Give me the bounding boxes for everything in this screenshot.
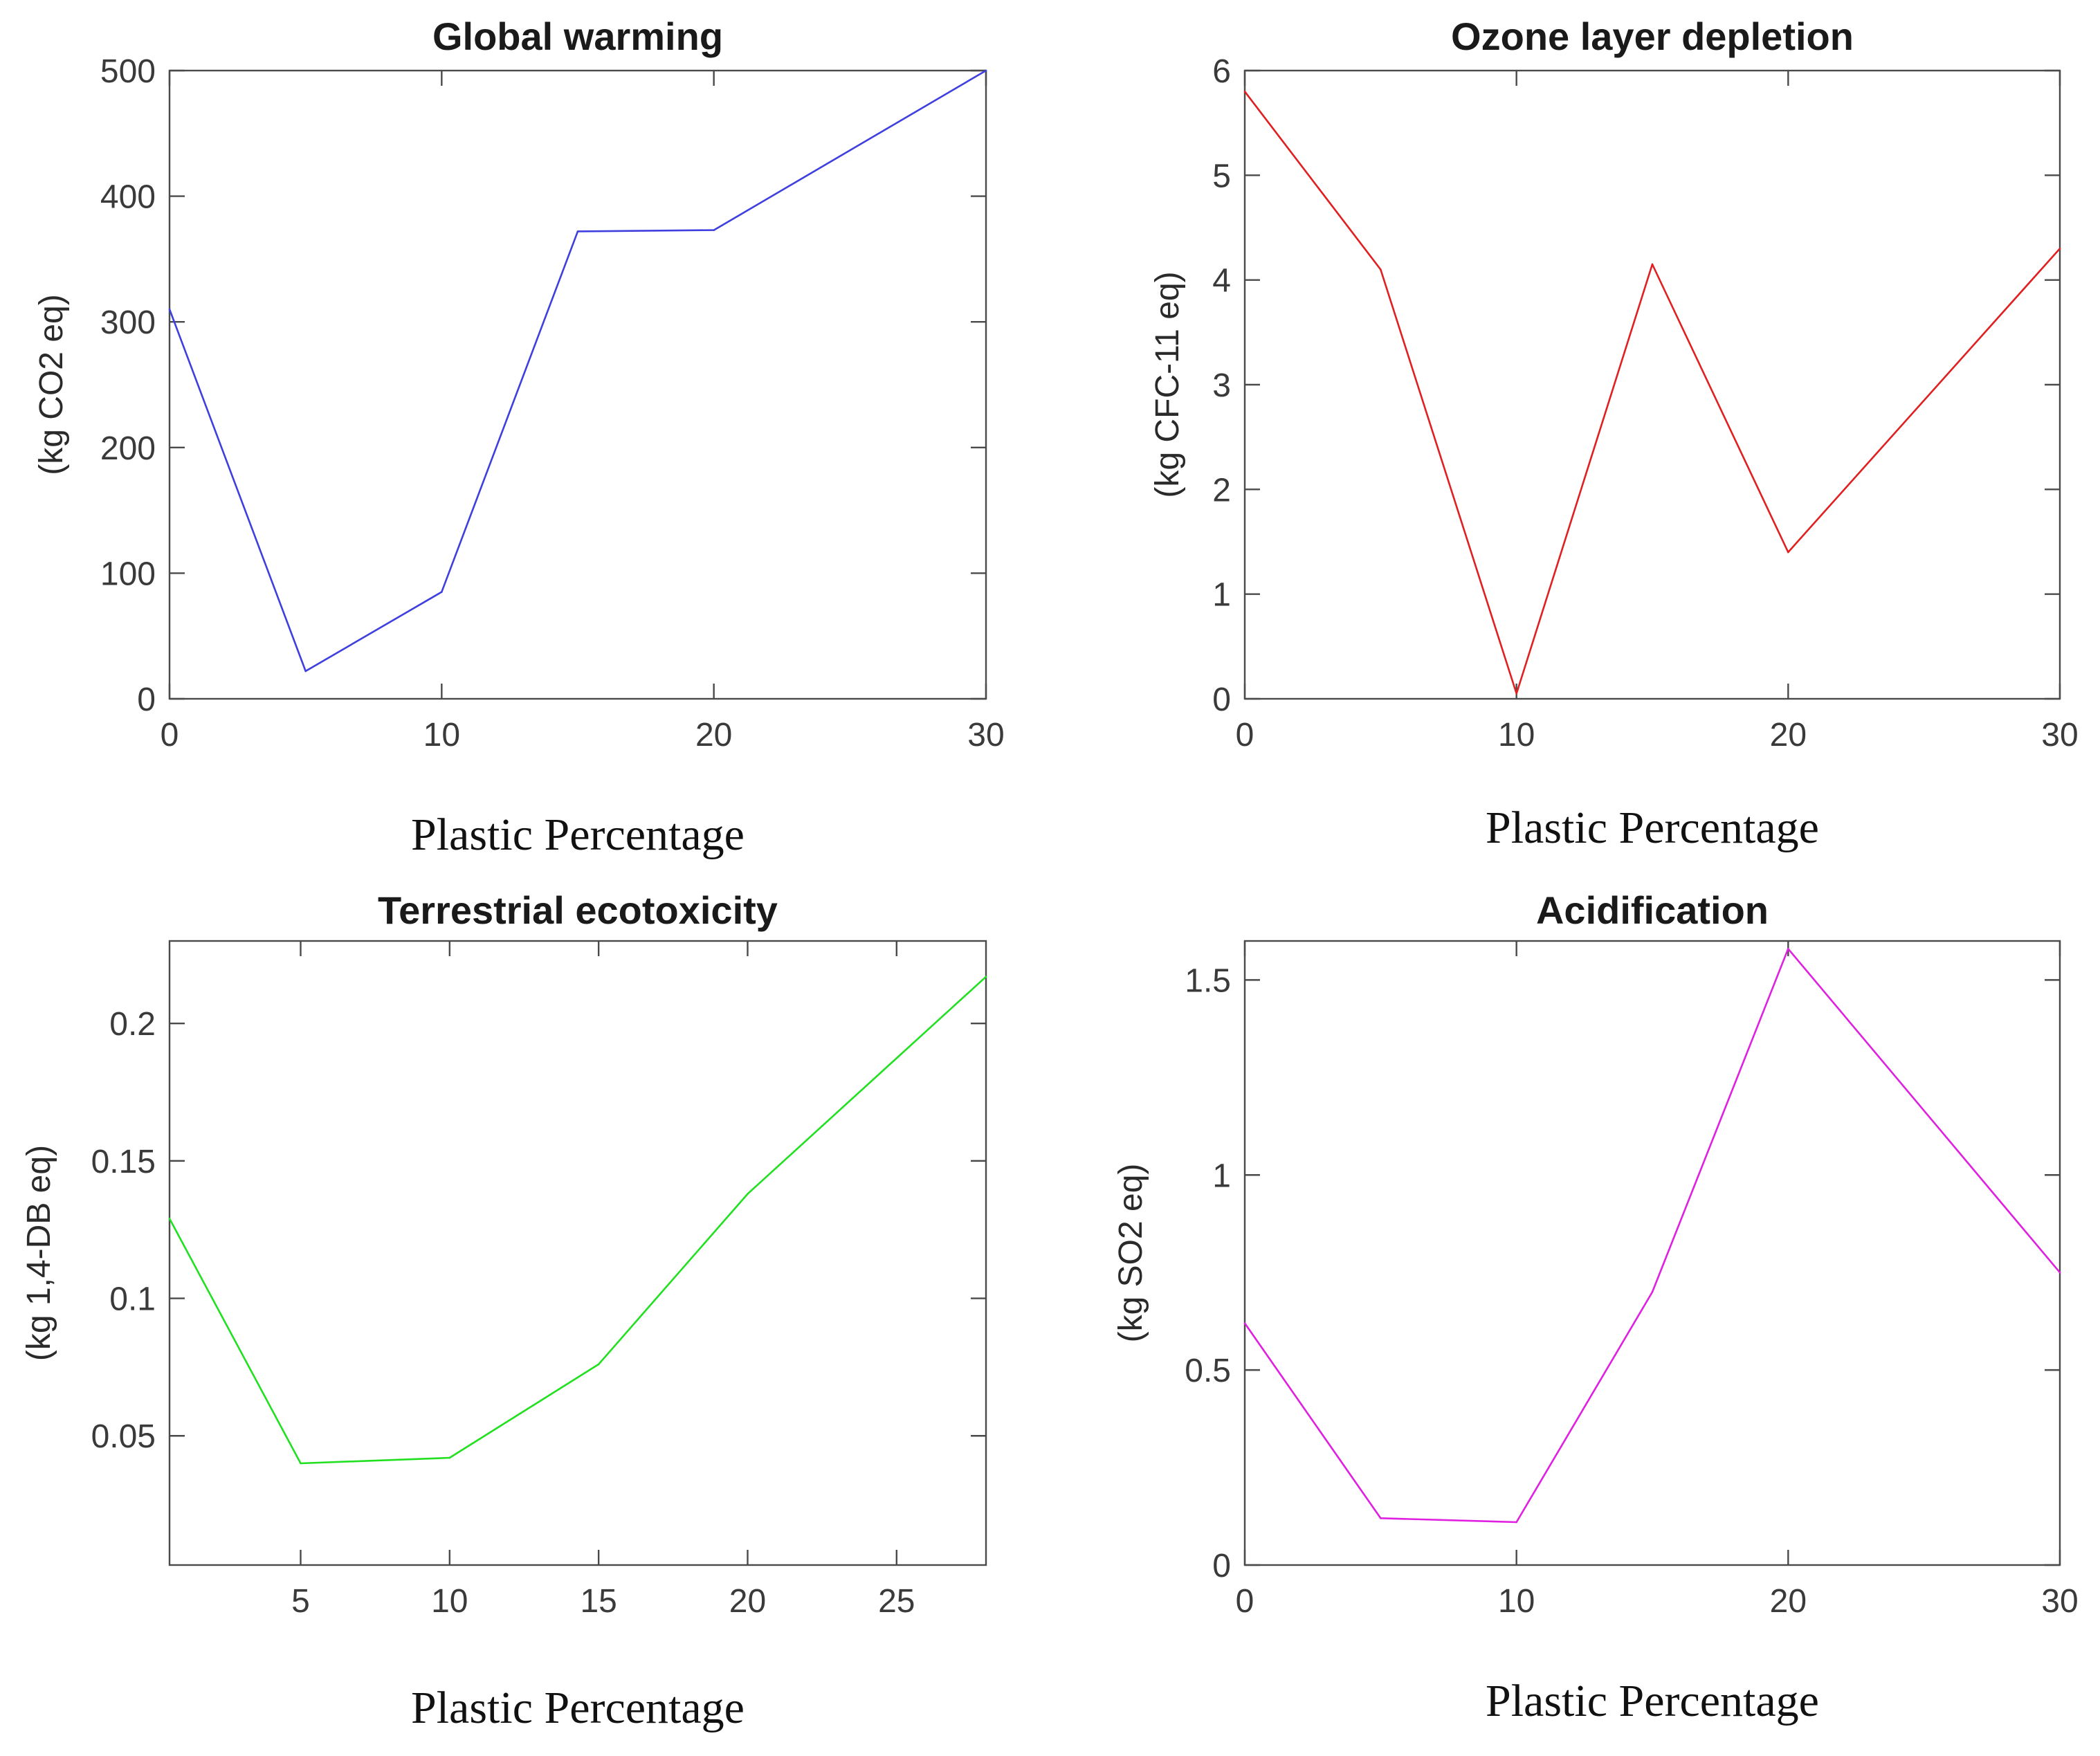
x-axis-label: Plastic Percentage: [411, 1683, 745, 1733]
y-axis-label: (kg SO2 eq): [1113, 1164, 1149, 1343]
y-tick-label: 0.15: [91, 1144, 156, 1180]
data-point: [1380, 268, 1382, 271]
y-tick-label: 400: [100, 179, 156, 216]
chart-title: Ozone layer depletion: [1451, 15, 1854, 58]
y-axis-label: (kg CO2 eq): [33, 294, 70, 475]
data-series-line: [1243, 91, 2061, 695]
data-point: [441, 591, 443, 593]
data-point: [1787, 947, 1789, 950]
y-tick-label: 100: [100, 556, 156, 592]
data-point: [576, 230, 579, 232]
data-point: [168, 1218, 171, 1220]
data-point: [1515, 693, 1517, 695]
x-axis-label: Plastic Percentage: [1486, 1676, 1819, 1726]
x-tick-label: 0: [1236, 717, 1254, 753]
plot-frame: [1243, 940, 2061, 1566]
x-tick-label: 10: [423, 717, 460, 753]
x-tick-label: 30: [2041, 1583, 2078, 1620]
x-tick-label: 20: [695, 717, 732, 753]
y-axis-label: (kg 1,4-DB eq): [21, 1145, 57, 1361]
x-tick-label: 10: [1498, 717, 1535, 753]
x-tick-label: 30: [2041, 717, 2078, 753]
data-point: [597, 1363, 600, 1366]
y-tick-label: 200: [100, 430, 156, 467]
y-axis-label: (kg CFC-11 eq): [1149, 271, 1186, 497]
data-point: [713, 229, 715, 231]
y-tick-label: 1: [1212, 1158, 1231, 1194]
y-tick-label: 500: [100, 53, 156, 90]
data-series-line: [168, 976, 987, 1465]
data-point: [304, 670, 307, 673]
data-point: [1651, 263, 1654, 266]
x-axis-label: Plastic Percentage: [1486, 803, 1819, 853]
x-tick-label: 0: [161, 717, 179, 753]
x-tick-label: 10: [1498, 1583, 1535, 1620]
x-tick-label: 10: [431, 1583, 468, 1620]
plot-frame: [168, 940, 987, 1566]
y-tick-label: 1.5: [1185, 962, 1231, 999]
data-series-line: [168, 69, 987, 673]
y-tick-label: 0: [137, 682, 156, 718]
y-tick-label: 0.05: [91, 1418, 156, 1455]
data-point: [300, 1462, 302, 1465]
y-tick-label: 0.5: [1185, 1353, 1231, 1389]
chart-panel-4: 0 10 20 30 0 0.5 1 1.5 Acidification (kg SO2 eq) P…: [1113, 888, 2079, 1726]
data-series-line: [1243, 948, 2061, 1524]
data-point: [2058, 247, 2061, 250]
chart-panel-2: 0 10 20 30 0 1 2 3 4 5 6 Ozone layer depletion (kg C…: [1149, 15, 2079, 853]
data-point: [448, 1456, 451, 1459]
x-tick-label: 25: [878, 1583, 915, 1620]
x-tick-label: 0: [1236, 1583, 1254, 1620]
data-point: [985, 976, 987, 978]
chart-title: Acidification: [1536, 888, 1769, 932]
x-tick-label: 30: [967, 717, 1004, 753]
data-point: [1380, 1517, 1382, 1519]
data-point: [2058, 1271, 2061, 1274]
y-tick-label: 5: [1212, 158, 1231, 194]
data-point: [985, 69, 987, 72]
x-tick-label: 5: [291, 1583, 310, 1620]
chart-title: Global warming: [432, 15, 723, 58]
y-tick-label: 300: [100, 304, 156, 341]
data-point: [1651, 1291, 1654, 1293]
y-tick-label: 0: [1212, 682, 1231, 718]
x-tick-label: 15: [580, 1583, 617, 1620]
data-point: [168, 308, 171, 311]
chart-title: Terrestrial ecotoxicity: [378, 888, 778, 932]
data-point: [747, 1193, 749, 1195]
x-tick-label: 20: [1770, 717, 1807, 753]
y-tick-label: 1: [1212, 577, 1231, 614]
y-tick-label: 3: [1212, 367, 1231, 404]
data-point: [1515, 1521, 1517, 1524]
chart-panel-3: 5 10 15 20 25 0.05 0.1 0.15 0.2 Terrestrial ecoto…: [21, 888, 987, 1733]
x-tick-label: 20: [1770, 1583, 1807, 1620]
data-point: [1243, 90, 1246, 93]
plot-frame: [168, 69, 987, 700]
x-axis-label: Plastic Percentage: [411, 810, 745, 860]
data-point: [1243, 1322, 1246, 1324]
y-tick-label: 2: [1212, 472, 1231, 509]
y-tick-label: 0.1: [109, 1281, 156, 1318]
y-tick-label: 4: [1212, 263, 1231, 300]
y-tick-label: 6: [1212, 53, 1231, 90]
y-tick-label: 0.2: [109, 1006, 156, 1043]
y-tick-label: 0: [1212, 1548, 1231, 1584]
data-point: [1787, 551, 1789, 554]
x-tick-label: 20: [729, 1583, 766, 1620]
